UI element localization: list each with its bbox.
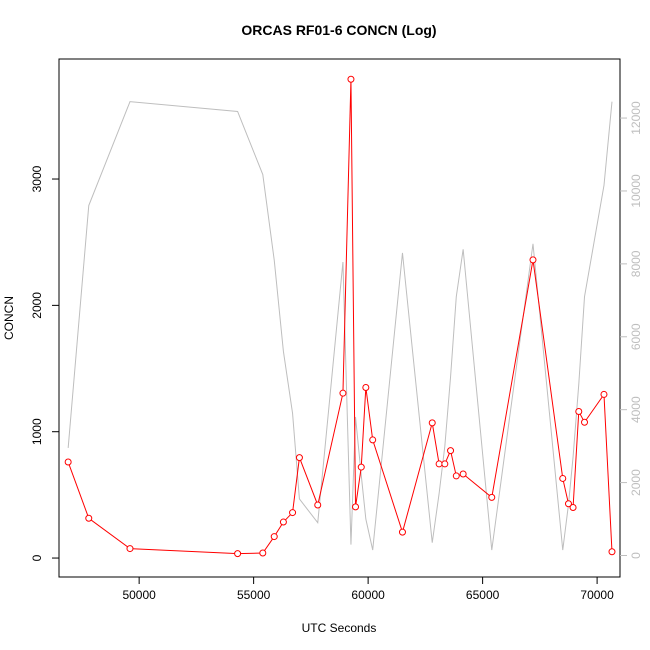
y-tick-label: 3000 — [30, 165, 44, 192]
data-point — [398, 528, 406, 536]
y2-tick-label: 4000 — [629, 396, 643, 423]
data-point — [234, 550, 242, 558]
x-tick-label: 55000 — [237, 588, 271, 602]
y-tick-label: 2000 — [30, 292, 44, 319]
data-point — [447, 447, 455, 455]
data-point — [608, 548, 616, 556]
data-point — [126, 545, 134, 553]
data-point — [441, 460, 449, 468]
y2-tick-label: 8000 — [629, 250, 643, 277]
data-point — [564, 500, 572, 508]
data-point — [529, 256, 537, 264]
data-point — [289, 509, 297, 517]
y2-tick-label: 2000 — [629, 469, 643, 496]
data-point — [347, 75, 355, 83]
data-point — [314, 501, 322, 509]
data-point — [279, 518, 287, 526]
x-axis: 50000 55000 60000 65000 70000 — [122, 577, 614, 602]
y-axis-right: 0 2000 4000 6000 8000 10000 12000 — [620, 101, 643, 559]
data-point — [600, 390, 608, 398]
y-axis-left: 0 1000 2000 3000 — [30, 165, 59, 561]
y2-tick-label: 10000 — [629, 174, 643, 208]
data-point — [362, 383, 370, 391]
data-point — [488, 493, 496, 501]
data-point — [259, 549, 267, 557]
data-point — [64, 458, 72, 466]
x-tick-label: 70000 — [580, 588, 614, 602]
x-tick-label: 50000 — [122, 588, 156, 602]
data-point — [575, 407, 583, 415]
series-primary — [64, 75, 616, 558]
y2-tick-label: 0 — [629, 552, 643, 559]
series-primary-line — [67, 79, 613, 555]
series-secondary — [67, 101, 613, 551]
chart-title: ORCAS RF01-6 CONCN (Log) — [241, 22, 436, 38]
data-point — [357, 463, 365, 471]
data-point — [428, 419, 436, 427]
data-point — [295, 454, 303, 462]
x-tick-label: 60000 — [351, 588, 385, 602]
y-tick-label: 1000 — [30, 418, 44, 445]
plot-frame — [58, 58, 621, 578]
data-point — [559, 474, 567, 482]
data-point — [339, 389, 347, 397]
data-point — [369, 436, 377, 444]
data-point — [435, 460, 443, 468]
x-tick-label: 65000 — [466, 588, 500, 602]
data-point — [459, 470, 467, 478]
data-point — [569, 504, 577, 512]
y-axis-label: CONCN — [2, 296, 16, 340]
y-tick-label: 0 — [30, 554, 44, 561]
series-secondary-line — [67, 101, 613, 551]
data-point — [270, 533, 278, 541]
data-point — [452, 472, 460, 480]
data-point — [352, 503, 360, 511]
x-axis-label: UTC Seconds — [302, 621, 377, 635]
y2-tick-label: 6000 — [629, 323, 643, 350]
data-point — [581, 418, 589, 426]
data-point — [85, 514, 93, 522]
y2-tick-label: 12000 — [629, 101, 643, 135]
